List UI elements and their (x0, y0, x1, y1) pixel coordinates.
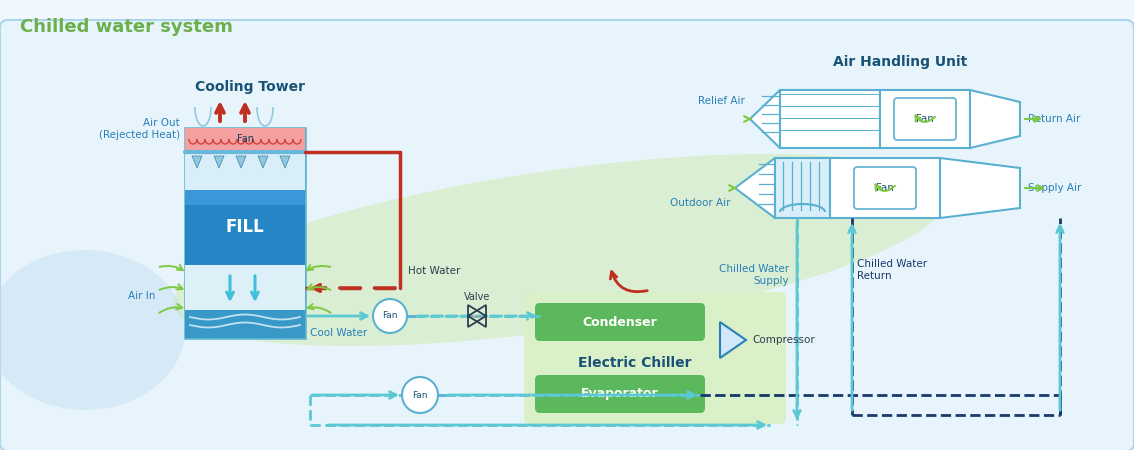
Polygon shape (970, 90, 1019, 148)
Bar (780, 90, 880, 148)
Bar (185, 190, 305, 205)
Polygon shape (259, 156, 268, 168)
Bar (185, 128, 305, 338)
Ellipse shape (174, 154, 947, 346)
Text: Supply Air: Supply Air (1029, 183, 1082, 193)
Bar (185, 310, 305, 338)
Text: Fan: Fan (877, 183, 894, 193)
Text: Electric Chiller: Electric Chiller (578, 356, 692, 370)
Text: Chilled Water
Supply: Chilled Water Supply (719, 264, 789, 286)
Polygon shape (735, 158, 775, 218)
Text: Chilled water system: Chilled water system (20, 18, 232, 36)
Polygon shape (940, 158, 1019, 218)
Text: Valve: Valve (464, 292, 490, 302)
Text: Compressor: Compressor (752, 335, 814, 345)
Text: FILL: FILL (226, 219, 264, 237)
FancyBboxPatch shape (854, 167, 916, 209)
Text: Fan: Fan (413, 391, 428, 400)
Polygon shape (236, 156, 246, 168)
Text: Chilled Water
Return: Chilled Water Return (857, 259, 928, 281)
Text: Air Out
(Rejected Heat): Air Out (Rejected Heat) (99, 118, 180, 140)
FancyBboxPatch shape (524, 292, 786, 424)
Text: Air In: Air In (128, 291, 155, 301)
Polygon shape (280, 156, 290, 168)
Text: Relief Air: Relief Air (699, 96, 745, 106)
Text: Return Air: Return Air (1029, 114, 1081, 124)
Text: Fan: Fan (382, 311, 398, 320)
Circle shape (401, 377, 438, 413)
Text: Cooling Tower: Cooling Tower (195, 80, 305, 94)
Text: Condenser: Condenser (583, 315, 658, 328)
Text: Hot Water: Hot Water (408, 266, 460, 276)
Polygon shape (214, 156, 225, 168)
Text: Cool Water: Cool Water (310, 328, 367, 338)
Polygon shape (750, 90, 780, 148)
Circle shape (373, 299, 407, 333)
Bar (775, 158, 830, 218)
Bar (185, 128, 305, 150)
Text: Fan: Fan (237, 134, 254, 144)
Bar (185, 150, 305, 190)
Text: Fan: Fan (916, 114, 934, 124)
Ellipse shape (0, 250, 185, 410)
FancyBboxPatch shape (0, 20, 1134, 450)
Text: Air Handling Unit: Air Handling Unit (832, 55, 967, 69)
Bar (185, 190, 305, 265)
FancyBboxPatch shape (535, 303, 705, 341)
FancyBboxPatch shape (535, 375, 705, 413)
Polygon shape (720, 322, 746, 358)
Polygon shape (192, 156, 202, 168)
FancyBboxPatch shape (894, 98, 956, 140)
Bar (185, 265, 305, 338)
Bar (830, 158, 940, 218)
Text: Evaporator: Evaporator (582, 387, 659, 400)
Bar (880, 90, 970, 148)
Text: Outdoor Air: Outdoor Air (669, 198, 730, 208)
